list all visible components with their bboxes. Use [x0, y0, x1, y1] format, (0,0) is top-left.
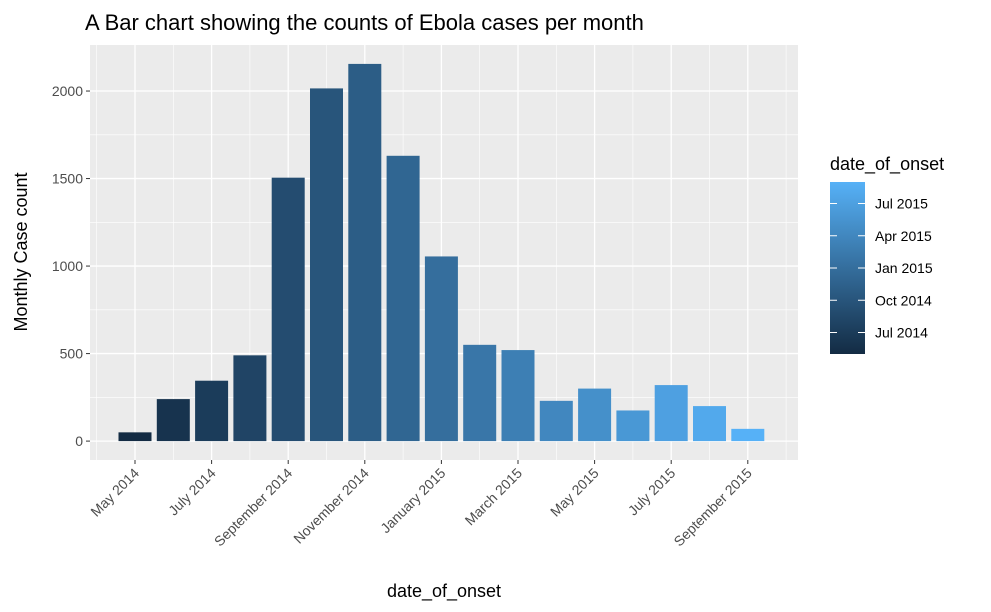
chart-title: A Bar chart showing the counts of Ebola …: [85, 10, 644, 35]
y-tick-label: 0: [75, 433, 83, 449]
legend-label: Jan 2015: [875, 260, 933, 276]
y-tick-label: 2000: [52, 83, 83, 99]
bar: [118, 432, 152, 442]
bar: [233, 355, 267, 442]
bar: [693, 406, 726, 442]
bar: [501, 350, 535, 442]
bar: [539, 400, 573, 442]
bar: [463, 344, 497, 442]
y-axis-title: Monthly Case count: [11, 172, 31, 331]
legend-label: Jul 2014: [875, 325, 928, 341]
bar: [424, 256, 458, 442]
legend-label: Apr 2015: [875, 228, 932, 244]
y-tick-label: 500: [60, 346, 84, 362]
bar: [654, 385, 688, 442]
legend-label: Jul 2015: [875, 196, 928, 212]
bar: [195, 380, 229, 442]
y-tick-label: 1500: [52, 171, 83, 187]
bar: [386, 155, 420, 442]
y-tick-label: 1000: [52, 258, 83, 274]
x-axis-title: date_of_onset: [387, 581, 501, 602]
bar: [271, 177, 305, 442]
bar: [731, 428, 765, 442]
legend-title: date_of_onset: [830, 154, 944, 175]
bar: [616, 410, 650, 442]
bar: [578, 388, 612, 442]
legend-label: Oct 2014: [875, 292, 932, 308]
bar: [156, 399, 190, 442]
bar: [310, 88, 343, 442]
bar: [348, 63, 382, 442]
